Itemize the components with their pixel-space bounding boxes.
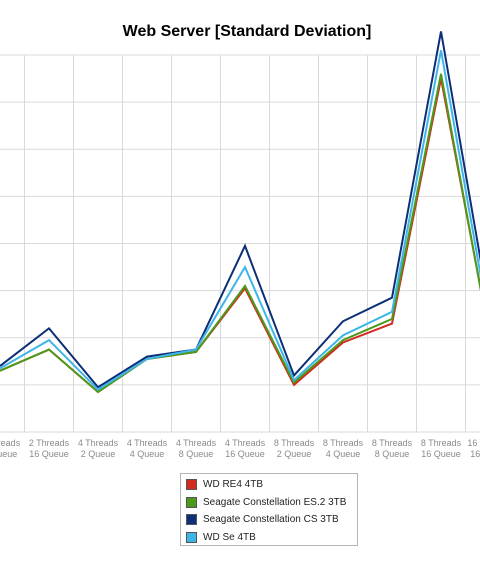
x-tick-label: 8 Threads 4 Queue [323,438,364,459]
legend-swatch [186,479,197,491]
chart-title: Web Server [Standard Deviation] [123,23,372,40]
legend-label: WD RE4 4TB [203,479,264,491]
legend-swatch [186,514,197,526]
x-tick-label: 4 Threads 2 Queue [78,438,119,459]
series-line [0,31,480,389]
x-tick-label: 2 Threads 16 Queue [29,438,70,459]
x-tick-label: 4 Threads 16 Queue [225,438,266,459]
series-line [0,73,480,394]
x-tick-label: 8 Threads 2 Queue [274,438,315,459]
legend-item[interactable]: WD RE4 4TB [186,476,357,494]
grid [0,54,480,433]
series-line [0,50,480,391]
series-lines [0,31,480,394]
x-tick-label: 4 Threads 4 Queue [127,438,168,459]
legend-label: Seagate Constellation CS 3TB [203,514,339,526]
legend-label: Seagate Constellation ES.2 3TB [203,496,347,508]
legend-swatch [186,496,197,508]
x-tick-label: 4 Threads 8 Queue [176,438,217,459]
x-tick-label: 8 Threads 16 Queue [421,438,462,459]
legend-item[interactable]: WD Se 4TB [186,529,357,547]
legend-item[interactable]: Seagate Constellation ES.2 3TB [186,494,357,512]
legend-item[interactable]: Seagate Constellation CS 3TB [186,511,357,529]
legend-swatch [186,531,197,543]
legend: WD RE4 4TB Seagate Constellation ES.2 3T… [180,473,358,546]
legend-label: WD Se 4TB [203,531,256,543]
x-tick-label: 8 Threads 8 Queue [372,438,413,459]
